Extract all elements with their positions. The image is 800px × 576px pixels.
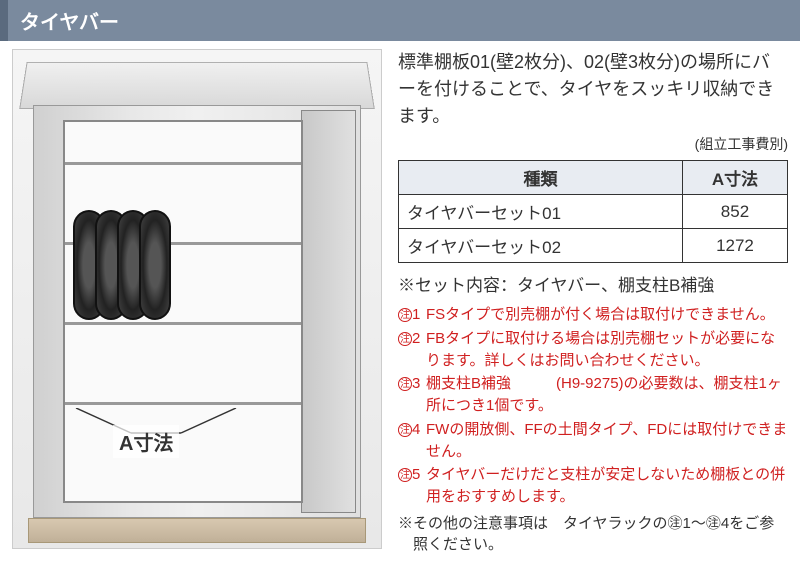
tire-group: [73, 210, 171, 320]
footer-note: ※その他の注意事項は タイヤラックの㊟1〜㊟4をご参照ください。: [413, 512, 788, 554]
note-marker: 注1: [398, 304, 426, 326]
note-item: 注3 棚支柱B補強 (H9-9275)の必要数は、棚支柱1ヶ所につき1個です。: [398, 373, 788, 417]
content-area: A寸法 標準棚板01(壁2枚分)、02(壁3枚分)の場所にバーを付けることで、タ…: [0, 41, 800, 562]
note-marker: 注2: [398, 328, 426, 372]
note-item: 注2 FBタイプに取付ける場合は別売棚セットが必要になります。詳しくはお問い合わ…: [398, 328, 788, 372]
note-text: FWの開放側、FFの土間タイプ、FDには取付けできません。: [426, 419, 788, 463]
note-text: タイヤバーだけだと支柱が安定しないため棚板との併用をおすすめします。: [426, 464, 788, 508]
note-marker: 注3: [398, 373, 426, 417]
notes-list: 注1 FSタイプで別売棚が付く場合は取付けできません。 注2 FBタイプに取付け…: [398, 304, 788, 508]
shelf: [65, 402, 301, 405]
note-item: 注4 FWの開放側、FFの土間タイプ、FDには取付けできません。: [398, 419, 788, 463]
description-text: 標準棚板01(壁2枚分)、02(壁3枚分)の場所にバーを付けることで、タイヤをス…: [398, 49, 788, 130]
shelf: [65, 322, 301, 325]
note-marker: 注4: [398, 419, 426, 463]
table-row: タイヤバーセット01 852: [399, 195, 788, 229]
table-header-row: 種類 A寸法: [399, 161, 788, 195]
cell-name: タイヤバーセット02: [399, 229, 683, 263]
note-item: 注5 タイヤバーだけだと支柱が安定しないため棚板との併用をおすすめします。: [398, 464, 788, 508]
note-item: 注1 FSタイプで別売棚が付く場合は取付けできません。: [398, 304, 788, 326]
cell-value: 1272: [682, 229, 787, 263]
dimension-label: A寸法: [113, 425, 179, 458]
cell-name: タイヤバーセット01: [399, 195, 683, 229]
section-title: タイヤバー: [20, 12, 119, 34]
table-row: タイヤバーセット02 1272: [399, 229, 788, 263]
shed-base: [28, 518, 366, 543]
image-column: A寸法: [12, 49, 382, 554]
shed-roof: [19, 62, 375, 109]
info-column: 標準棚板01(壁2枚分)、02(壁3枚分)の場所にバーを付けることで、タイヤをス…: [398, 49, 788, 554]
tire-icon: [139, 210, 171, 320]
note-marker: 注5: [398, 464, 426, 508]
note-text: FSタイプで別売棚が付く場合は取付けできません。: [426, 304, 788, 326]
col-dimension: A寸法: [682, 161, 787, 195]
set-contents: ※セット内容：タイヤバー、棚支柱B補強: [398, 271, 788, 296]
col-type: 種類: [399, 161, 683, 195]
note-text: 棚支柱B補強 (H9-9275)の必要数は、棚支柱1ヶ所につき1個です。: [426, 373, 788, 417]
product-illustration: A寸法: [12, 49, 382, 549]
shed-door: [301, 110, 356, 513]
cell-value: 852: [682, 195, 787, 229]
assembly-cost-note: (組立工事費別): [398, 134, 788, 154]
note-text: FBタイプに取付ける場合は別売棚セットが必要になります。詳しくはお問い合わせくだ…: [426, 328, 788, 372]
shelf: [65, 162, 301, 165]
spec-table: 種類 A寸法 タイヤバーセット01 852 タイヤバーセット02 1272: [398, 160, 788, 263]
section-header: タイヤバー: [0, 0, 800, 41]
